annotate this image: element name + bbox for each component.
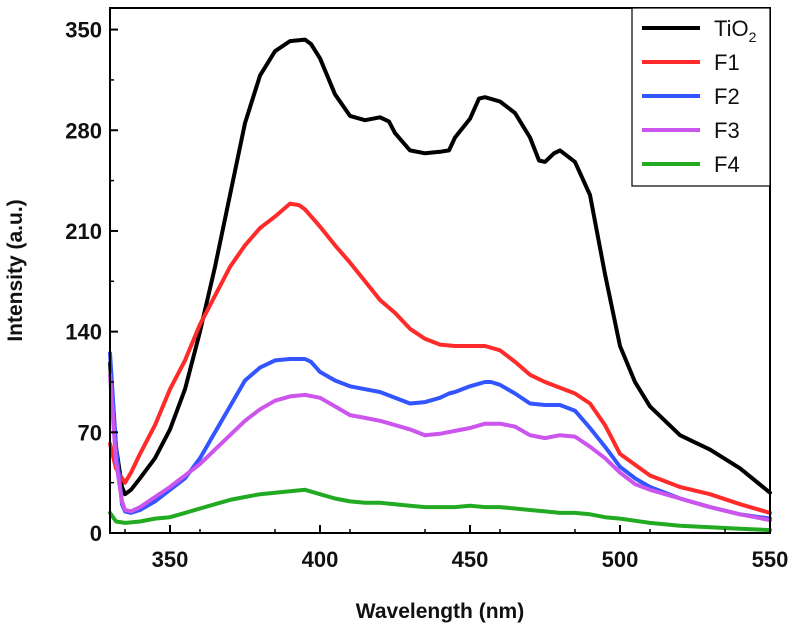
- x-tick-label: 350: [152, 547, 189, 572]
- y-tick-label: 70: [78, 420, 102, 445]
- series-line-f3: [108, 372, 772, 523]
- y-tick-label: 350: [65, 18, 102, 43]
- x-axis-title: Wavelength (nm): [356, 600, 524, 623]
- series-line-f1: [108, 201, 772, 515]
- legend-label-subscript: 2: [749, 29, 757, 45]
- series-layer: [108, 37, 772, 533]
- legend-label: F4: [714, 152, 740, 177]
- legend-label: TiO2: [714, 16, 757, 45]
- series-line-f2: [108, 351, 772, 521]
- x-tick-label: 500: [602, 547, 639, 572]
- x-tick-label: 550: [752, 547, 789, 572]
- x-tick-label: 450: [452, 547, 489, 572]
- y-tick-label: 140: [65, 320, 102, 345]
- y-axis-title: Intensity (a.u.): [4, 199, 27, 341]
- x-tick-label: 400: [302, 547, 339, 572]
- y-tick-label: 0: [90, 521, 102, 546]
- legend-label: F2: [714, 84, 740, 109]
- y-tick-label: 210: [65, 219, 102, 244]
- series-line-tio2: [108, 37, 772, 497]
- ticks-layer: 350 400 450 500 550 0 70 140 210 280 350: [65, 18, 788, 572]
- y-tick-label: 280: [65, 118, 102, 143]
- plot-frame: [109, 7, 771, 534]
- legend-label: F3: [714, 118, 740, 143]
- series-line-f4: [108, 487, 772, 533]
- legend-label: F1: [714, 50, 740, 75]
- axes-layer: [109, 7, 771, 534]
- legend: TiO2 F1 F2 F3 F4: [631, 7, 771, 187]
